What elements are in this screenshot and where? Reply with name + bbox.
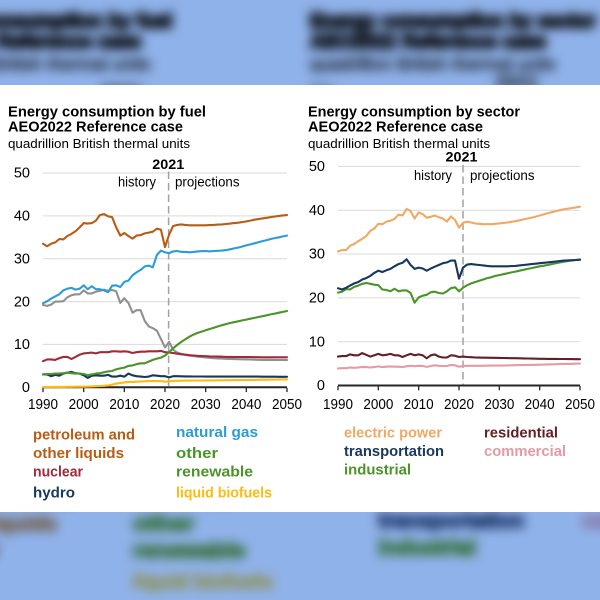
svg-text:0: 0 — [22, 380, 30, 396]
svg-text:transportation: transportation — [344, 444, 444, 460]
svg-text:AEO2022 Reference case: AEO2022 Reference case — [8, 120, 183, 136]
svg-text:2040: 2040 — [525, 397, 555, 413]
svg-text:30: 30 — [14, 251, 30, 267]
svg-text:10: 10 — [309, 334, 325, 350]
svg-text:residential: residential — [484, 425, 558, 441]
svg-text:2050: 2050 — [272, 397, 302, 413]
svg-text:30: 30 — [309, 247, 325, 263]
svg-text:2021: 2021 — [446, 149, 478, 165]
svg-text:nuclear: nuclear — [33, 464, 83, 480]
svg-text:2021: 2021 — [152, 156, 184, 172]
svg-text:2020: 2020 — [150, 397, 180, 413]
svg-text:other: other — [176, 446, 218, 462]
svg-text:2040: 2040 — [231, 397, 261, 413]
svg-text:20: 20 — [14, 294, 30, 310]
svg-text:hydro: hydro — [33, 486, 75, 502]
svg-text:2030: 2030 — [484, 397, 514, 413]
svg-text:0: 0 — [317, 378, 325, 394]
svg-text:1990: 1990 — [28, 397, 58, 413]
svg-text:electric power: electric power — [344, 425, 442, 441]
svg-text:2010: 2010 — [109, 397, 139, 413]
svg-text:2000: 2000 — [363, 397, 393, 413]
svg-text:2020: 2020 — [444, 397, 474, 413]
svg-text:2000: 2000 — [69, 397, 99, 413]
svg-text:AEO2022 Reference case: AEO2022 Reference case — [308, 120, 483, 136]
svg-text:renewable: renewable — [176, 464, 253, 480]
svg-text:other liquids: other liquids — [33, 446, 124, 462]
svg-text:1990: 1990 — [323, 397, 353, 413]
svg-text:40: 40 — [309, 203, 325, 219]
svg-text:quadrillion British thermal un: quadrillion British thermal units — [8, 136, 190, 151]
svg-text:20: 20 — [309, 291, 325, 307]
svg-text:50: 50 — [14, 166, 30, 182]
svg-text:liquid biofuels: liquid biofuels — [176, 486, 272, 502]
svg-text:40: 40 — [14, 209, 30, 225]
svg-text:petroleum and: petroleum and — [33, 427, 135, 443]
svg-text:10: 10 — [14, 337, 30, 353]
svg-text:natural gas: natural gas — [176, 425, 258, 441]
svg-text:Energy consumption by fuel: Energy consumption by fuel — [8, 105, 206, 121]
svg-text:projections: projections — [175, 173, 240, 189]
svg-text:2010: 2010 — [404, 397, 434, 413]
svg-text:history: history — [118, 173, 156, 189]
svg-text:commercial: commercial — [484, 444, 566, 460]
svg-text:history: history — [414, 167, 452, 183]
svg-text:2050: 2050 — [565, 397, 595, 413]
svg-text:2030: 2030 — [191, 397, 221, 413]
svg-text:Energy consumption by sector: Energy consumption by sector — [308, 105, 520, 121]
svg-text:50: 50 — [309, 159, 325, 175]
svg-text:projections: projections — [470, 167, 535, 183]
svg-text:quadrillion British thermal un: quadrillion British thermal units — [308, 136, 490, 151]
svg-text:industrial: industrial — [344, 462, 411, 478]
